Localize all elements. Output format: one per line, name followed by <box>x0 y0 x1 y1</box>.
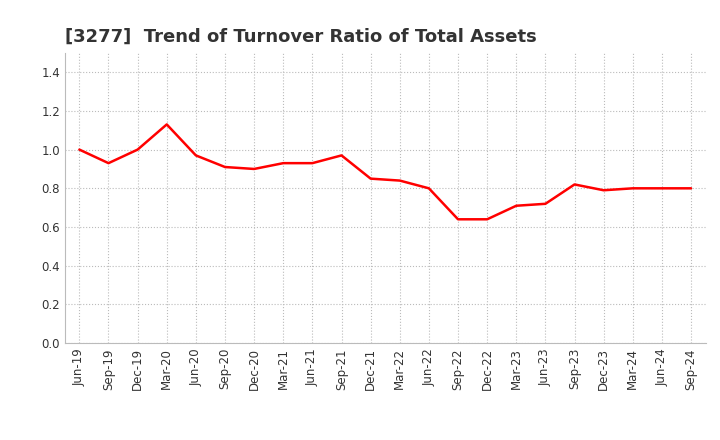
Text: [3277]  Trend of Turnover Ratio of Total Assets: [3277] Trend of Turnover Ratio of Total … <box>65 28 536 46</box>
